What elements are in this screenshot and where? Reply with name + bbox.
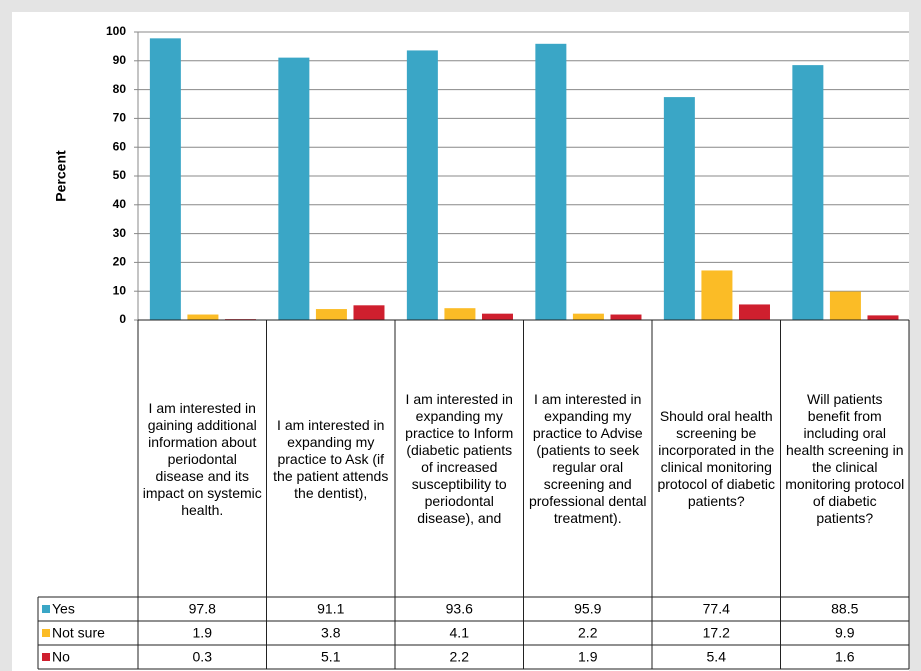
table-value: 93.6 (446, 601, 473, 617)
bar (663, 97, 695, 320)
bar (738, 304, 770, 320)
y-tick-label: 70 (113, 111, 127, 125)
bar (353, 305, 385, 320)
bar (315, 309, 347, 320)
bar (187, 314, 219, 320)
table-value: 5.1 (321, 649, 341, 665)
y-tick-label: 80 (113, 82, 127, 96)
category-label: Should oral health screening be incorpor… (657, 408, 776, 509)
table-value: 97.8 (189, 601, 216, 617)
y-tick-label: 40 (113, 197, 127, 211)
bar (278, 57, 310, 321)
table-value: 2.2 (578, 625, 598, 641)
y-tick-label: 60 (113, 139, 127, 153)
bar (867, 315, 899, 320)
table-value: 5.4 (707, 649, 727, 665)
legend-key (42, 629, 50, 637)
bar (149, 38, 181, 320)
table-value: 9.9 (835, 625, 855, 641)
table-value: 91.1 (317, 601, 344, 617)
y-tick-label: 90 (113, 53, 127, 67)
category-label: I am interested in expanding my practice… (528, 391, 647, 526)
table-value: 77.4 (703, 601, 730, 617)
table-value: 0.3 (193, 649, 213, 665)
y-tick-label: 50 (113, 168, 127, 182)
category-label: I am interested in expanding my practice… (405, 391, 514, 526)
y-tick-label: 10 (113, 283, 127, 297)
table-value: 3.8 (321, 625, 341, 641)
table-value: 95.9 (574, 601, 601, 617)
bar (829, 291, 861, 320)
table-value: 88.5 (831, 601, 858, 617)
bar (535, 43, 567, 321)
bar (572, 313, 604, 320)
y-tick-label: 100 (106, 24, 126, 38)
category-label: I am interested in expanding my practice… (273, 416, 389, 501)
legend-label: No (52, 649, 70, 665)
table-value: 2.2 (450, 649, 470, 665)
bar (481, 313, 513, 320)
y-tick-label: 20 (113, 255, 127, 269)
bar (406, 50, 438, 320)
category-label: I am interested in gaining additional in… (142, 399, 262, 518)
y-tick-label: 0 (119, 312, 126, 326)
legend-label: Yes (52, 601, 75, 617)
category-label: Will patients benefit from including ora… (785, 391, 905, 526)
table-value: 1.9 (578, 649, 598, 665)
bar (701, 270, 733, 320)
table-value: 1.6 (835, 649, 855, 665)
bar (792, 65, 824, 321)
table-value: 17.2 (703, 625, 730, 641)
table-value: 1.9 (193, 625, 213, 641)
legend-key (42, 653, 50, 661)
y-axis-label: Percent (53, 150, 69, 202)
y-tick-label: 30 (113, 226, 127, 240)
bar (610, 314, 642, 320)
legend-label: Not sure (52, 625, 105, 641)
table-value: 4.1 (450, 625, 470, 641)
legend-key (42, 605, 50, 613)
bar (444, 308, 476, 320)
